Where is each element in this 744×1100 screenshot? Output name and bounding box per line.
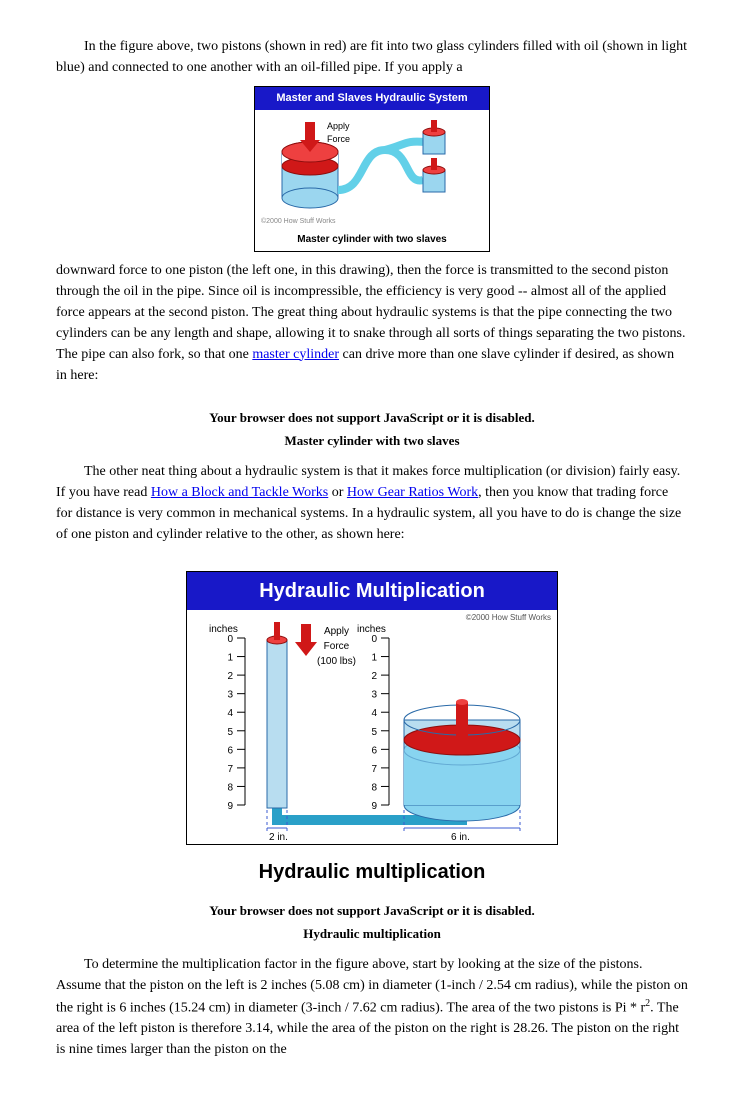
fig1-body: ApplyForce ©2000 How Stuff Works	[255, 110, 489, 230]
inches-label-left: inches	[209, 624, 238, 635]
svg-text:0: 0	[371, 634, 377, 645]
svg-text:6: 6	[371, 745, 377, 756]
figure-1: Master and Slaves Hydraulic System	[254, 86, 490, 252]
para1-lead: In the figure above, two pistons (shown …	[56, 36, 688, 78]
svg-text:8: 8	[371, 782, 377, 793]
svg-text:7: 7	[227, 763, 233, 774]
caption-master: Master cylinder with two slaves	[56, 431, 688, 451]
svg-text:1: 1	[371, 652, 377, 663]
svg-text:2: 2	[371, 671, 377, 682]
svg-text:3: 3	[371, 689, 377, 700]
svg-text:3: 3	[227, 689, 233, 700]
js-warning-2: Your browser does not support JavaScript…	[56, 901, 688, 921]
fig2-copyright: ©2000 How Stuff Works	[466, 612, 551, 624]
figure-2: Hydraulic Multiplication inches inches	[186, 571, 558, 845]
svg-text:6: 6	[227, 745, 233, 756]
para2: The other neat thing about a hydraulic s…	[56, 461, 688, 545]
fig2-body: inches inches	[187, 610, 557, 844]
figure-1-wrap: Master and Slaves Hydraulic System	[56, 86, 688, 252]
para3: To determine the multiplication factor i…	[56, 954, 688, 1061]
fig2-apply-label: ApplyForce(100 lbs)	[317, 624, 356, 669]
svg-text:5: 5	[227, 726, 233, 737]
svg-text:9: 9	[371, 801, 377, 812]
para1-tail: downward force to one piston (the left o…	[56, 260, 688, 386]
svg-text:2: 2	[227, 671, 233, 682]
fig2-header: Hydraulic Multiplication	[187, 572, 557, 610]
svg-text:5: 5	[371, 726, 377, 737]
svg-text:9: 9	[227, 801, 233, 812]
fig1-apply-label: ApplyForce	[327, 120, 350, 147]
svg-text:8: 8	[227, 782, 233, 793]
svg-text:0: 0	[227, 634, 233, 645]
svg-text:1: 1	[227, 652, 233, 663]
link-master-cylinder[interactable]: master cylinder	[252, 347, 339, 362]
fig2-right-width: 6 in.	[451, 830, 470, 845]
link-gear-ratios[interactable]: How Gear Ratios Work	[347, 485, 478, 500]
para2-b: or	[328, 485, 347, 500]
para3-a: To determine the multiplication factor i…	[56, 957, 688, 1016]
fig1-header: Master and Slaves Hydraulic System	[255, 87, 489, 110]
svg-text:4: 4	[227, 708, 233, 719]
fig2-caption: Hydraulic multiplication	[56, 857, 688, 887]
caption-mult: Hydraulic multiplication	[56, 924, 688, 944]
svg-text:7: 7	[371, 763, 377, 774]
fig1-caption: Master cylinder with two slaves	[255, 230, 489, 251]
figure-2-wrap: Hydraulic Multiplication inches inches	[56, 571, 688, 887]
js-warning-1: Your browser does not support JavaScript…	[56, 408, 688, 428]
fig1-copyright: ©2000 How Stuff Works	[261, 217, 336, 228]
svg-text:4: 4	[371, 708, 377, 719]
link-block-tackle[interactable]: How a Block and Tackle Works	[151, 485, 328, 500]
fig2-left-width: 2 in.	[269, 830, 288, 845]
